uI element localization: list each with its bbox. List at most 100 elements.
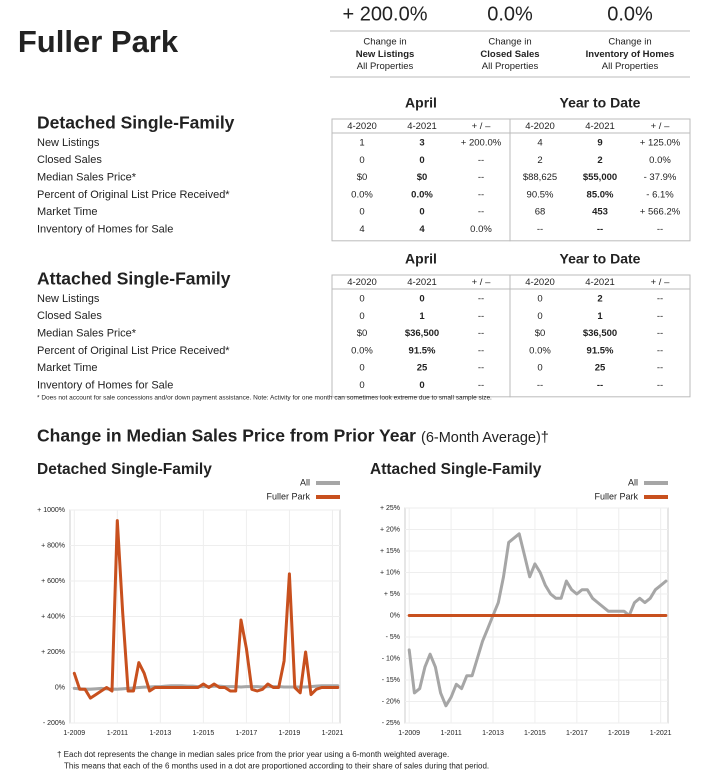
column-header: 4-2020 bbox=[347, 121, 377, 132]
cell: 453 bbox=[592, 207, 608, 218]
y-tick-label: - 15% bbox=[382, 677, 400, 684]
y-tick-label: + 5% bbox=[384, 591, 400, 598]
cell: -- bbox=[478, 328, 484, 339]
cell: 0 bbox=[359, 380, 364, 391]
series-line bbox=[72, 519, 340, 700]
footnote: † Each dot represents the change in medi… bbox=[57, 750, 449, 759]
cell: -- bbox=[537, 380, 543, 391]
cell: $88,625 bbox=[523, 172, 557, 183]
y-tick-label: + 10% bbox=[380, 569, 400, 576]
column-header: 4-2021 bbox=[585, 277, 615, 288]
cell: 2 bbox=[597, 294, 602, 305]
cell: 90.5% bbox=[527, 189, 554, 200]
cell: $36,500 bbox=[405, 328, 439, 339]
cell: 0 bbox=[359, 155, 364, 166]
row-label: New Listings bbox=[37, 137, 100, 149]
column-header: 4-2020 bbox=[525, 121, 555, 132]
cell: -- bbox=[478, 294, 484, 305]
cell: -- bbox=[478, 172, 484, 183]
cell: $0 bbox=[535, 328, 546, 339]
cell: -- bbox=[657, 224, 663, 235]
x-tick-label: 1-2013 bbox=[149, 730, 171, 737]
charts-title: Change in Median Sales Price from Prior … bbox=[37, 426, 416, 446]
legend-label: Fuller Park bbox=[594, 491, 638, 501]
y-tick-label: + 400% bbox=[41, 613, 65, 620]
cell: 0 bbox=[419, 294, 424, 305]
cell: -- bbox=[657, 328, 663, 339]
cell: 0.0% bbox=[411, 189, 433, 200]
group-header: Year to Date bbox=[560, 95, 641, 111]
cell: 9 bbox=[597, 138, 602, 149]
row-label: Closed Sales bbox=[37, 154, 102, 166]
cell: -- bbox=[537, 224, 543, 235]
group-header: Year to Date bbox=[560, 251, 641, 267]
cell: 0 bbox=[537, 311, 542, 322]
cell: + 125.0% bbox=[640, 138, 681, 149]
cell: 91.5% bbox=[587, 345, 614, 356]
row-label: Median Sales Price* bbox=[37, 172, 137, 184]
legend-label: All bbox=[300, 477, 310, 487]
cell: 0 bbox=[359, 363, 364, 374]
y-tick-label: - 10% bbox=[382, 655, 400, 662]
cell: 1 bbox=[419, 311, 425, 322]
table-box bbox=[509, 118, 691, 242]
column-header: 4-2021 bbox=[585, 121, 615, 132]
column-header: 4-2020 bbox=[347, 277, 377, 288]
cell: + 200.0% bbox=[461, 138, 502, 149]
cell: 68 bbox=[535, 207, 546, 218]
x-tick-label: 1-2017 bbox=[236, 730, 258, 737]
cell: 4 bbox=[419, 224, 425, 235]
chart-title: Attached Single-Family bbox=[370, 461, 542, 478]
row-label: Inventory of Homes for Sale bbox=[37, 223, 173, 235]
legend-label: Fuller Park bbox=[266, 491, 310, 501]
cell: 0 bbox=[537, 363, 542, 374]
charts-subtitle: (6-Month Average)† bbox=[421, 430, 549, 446]
y-tick-label: - 20% bbox=[382, 698, 400, 705]
column-header: 4-2021 bbox=[407, 277, 437, 288]
cell: 25 bbox=[417, 363, 428, 374]
cell: $36,500 bbox=[583, 328, 617, 339]
x-tick-label: 1-2021 bbox=[650, 730, 672, 737]
cell: -- bbox=[597, 224, 603, 235]
summary-line: New Listings bbox=[356, 49, 415, 60]
cell: 1 bbox=[597, 311, 603, 322]
x-tick-label: 1-2019 bbox=[608, 730, 630, 737]
row-label: Market Time bbox=[37, 206, 98, 218]
cell: 0.0% bbox=[470, 224, 492, 235]
cell: -- bbox=[597, 380, 603, 391]
x-tick-label: 1-2021 bbox=[322, 730, 344, 737]
cell: 0.0% bbox=[351, 345, 373, 356]
section-title: Detached Single-Family bbox=[37, 113, 235, 133]
cell: 0 bbox=[359, 207, 364, 218]
y-tick-label: + 15% bbox=[380, 548, 400, 555]
cell: -- bbox=[657, 363, 663, 374]
cell: 4 bbox=[359, 224, 364, 235]
cell: - 6.1% bbox=[646, 189, 674, 200]
section-title: Attached Single-Family bbox=[37, 269, 231, 289]
series-line bbox=[407, 532, 668, 708]
row-label: New Listings bbox=[37, 293, 100, 305]
cell: $0 bbox=[357, 172, 368, 183]
table-box bbox=[509, 274, 691, 398]
x-tick-label: 1-2015 bbox=[192, 730, 214, 737]
column-header: 4-2020 bbox=[525, 277, 555, 288]
cell: -- bbox=[478, 207, 484, 218]
cell: 25 bbox=[595, 363, 606, 374]
cell: 0.0% bbox=[351, 189, 373, 200]
cell: 0 bbox=[537, 294, 542, 305]
y-tick-label: + 1000% bbox=[37, 507, 65, 514]
summary-line: Closed Sales bbox=[480, 49, 539, 60]
chart-title: Detached Single-Family bbox=[37, 461, 212, 478]
summary-value: 0.0% bbox=[607, 3, 653, 25]
y-tick-label: + 25% bbox=[380, 505, 400, 512]
cell: 0 bbox=[359, 294, 364, 305]
cell: -- bbox=[478, 345, 484, 356]
x-tick-label: 1-2013 bbox=[482, 730, 504, 737]
y-tick-label: + 600% bbox=[41, 578, 65, 585]
cell: 85.0% bbox=[587, 189, 614, 200]
cell: 0 bbox=[419, 155, 424, 166]
row-label: Percent of Original List Price Received* bbox=[37, 345, 230, 357]
row-label: Market Time bbox=[37, 362, 98, 374]
cell: -- bbox=[478, 380, 484, 391]
summary-line: Inventory of Homes bbox=[586, 49, 675, 60]
